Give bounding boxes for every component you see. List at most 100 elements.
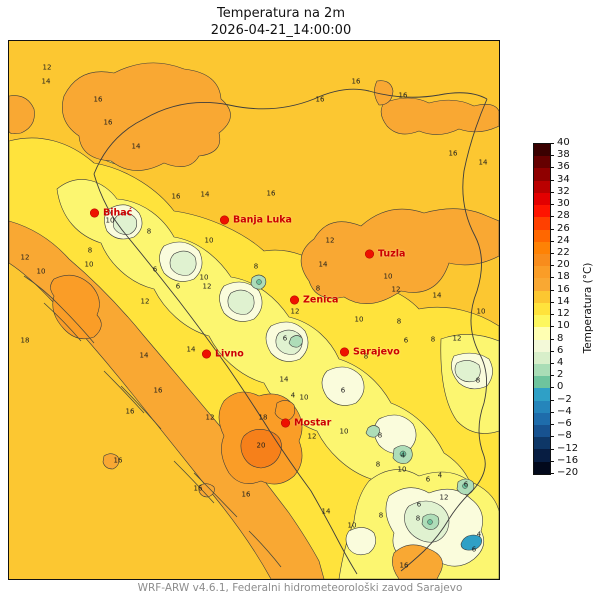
- colorbar-tick-mark: [550, 424, 554, 426]
- colorbar-segment: [534, 376, 550, 389]
- colorbar-tick-mark: [550, 387, 554, 389]
- colorbar-tick-label: 24: [557, 234, 570, 246]
- colorbar-tick-mark: [550, 375, 554, 377]
- colorbar: [533, 143, 551, 475]
- city-label: Mostar: [294, 417, 332, 429]
- colorbar-tick-mark: [550, 253, 554, 254]
- colorbar-segment: [534, 180, 550, 193]
- colorbar-tick-mark: [550, 363, 554, 364]
- colorbar-segment: [534, 253, 550, 267]
- colorbar-tick-mark: [550, 460, 554, 462]
- country-borders: [93, 88, 488, 575]
- city-dot: [281, 418, 290, 428]
- colorbar-segment: [534, 461, 550, 474]
- colorbar-segment: [534, 156, 550, 169]
- colorbar-tick-mark: [550, 191, 554, 193]
- colorbar-segment: [534, 315, 550, 328]
- colorbar-segment: [534, 192, 550, 206]
- city-marker-banja-luka: Banja Luka: [220, 215, 292, 226]
- city-dot: [220, 215, 229, 225]
- colorbar-tick-label: 6: [557, 344, 564, 356]
- city-dot: [365, 249, 374, 259]
- colorbar-tick-label: 18: [557, 271, 570, 283]
- colorbar-tick-mark: [550, 399, 554, 401]
- city-label: Tuzla: [378, 248, 406, 260]
- colorbar-tick-mark: [550, 436, 554, 438]
- title-line1: Temperatura na 2m: [216, 6, 345, 21]
- colorbar-tick-mark: [550, 301, 554, 303]
- contour-map-canvas: [9, 41, 499, 579]
- temperature-map: 12 14 16 16 14 16 16 16 16 14 16 14 16 10 8 10 8 10 6 10 6 12…: [8, 40, 500, 580]
- colorbar-tick-mark: [550, 265, 554, 267]
- colorbar-tick-label: −8: [557, 430, 572, 442]
- colorbar-tick-mark: [550, 350, 554, 352]
- colorbar-title: Temperatura (°C): [582, 262, 594, 354]
- colorbar-segment: [534, 302, 550, 316]
- colorbar-segment: [534, 144, 550, 157]
- colorbar-tick-mark: [550, 289, 554, 291]
- colorbar-segment: [534, 278, 550, 291]
- city-dot: [340, 347, 349, 357]
- colorbar-tick-label: 4: [557, 356, 564, 368]
- city-marker-tuzla: Tuzla: [365, 249, 405, 260]
- colorbar-tick-mark: [550, 143, 554, 144]
- colorbar-tick-mark: [550, 155, 554, 157]
- colorbar-tick-label: 0: [557, 381, 564, 393]
- colorbar-tick-mark: [550, 167, 554, 169]
- colorbar-tick-mark: [550, 326, 554, 328]
- colorbar-segment: [534, 425, 550, 438]
- colorbar-tick-label: 26: [557, 222, 570, 234]
- city-marker-mostar: Mostar: [281, 418, 331, 429]
- colorbar-segment: [534, 412, 550, 426]
- colorbar-tick-mark: [550, 240, 554, 242]
- colorbar-tick-label: −12: [557, 442, 579, 454]
- figure-title: Temperatura na 2m 2026-04-21_14:00:00: [0, 6, 562, 40]
- colorbar-segment: [534, 229, 550, 242]
- colorbar-segment: [534, 290, 550, 303]
- colorbar-tick-mark: [550, 204, 554, 206]
- colorbar-tick-mark: [550, 473, 554, 474]
- colorbar-segment: [534, 241, 550, 254]
- colorbar-tick-mark: [550, 179, 554, 181]
- colorbar-tick-mark: [550, 228, 554, 230]
- colorbar-tick-label: −6: [557, 417, 572, 429]
- colorbar-segment: [534, 168, 550, 181]
- colorbar-segment: [534, 266, 550, 279]
- region-0-2-spot: [460, 534, 482, 551]
- coastline-islands: [23, 275, 282, 568]
- city-dot: [90, 208, 99, 218]
- colorbar-tick-label: 40: [557, 136, 570, 148]
- footer-credit: WRF-ARW v4.6.1, Federalni hidrometeorolo…: [137, 582, 463, 594]
- city-marker-livno: Livno: [202, 349, 244, 360]
- colorbar-segment: [534, 351, 550, 364]
- colorbar-tick-label: −20: [557, 466, 579, 478]
- colorbar-tick-mark: [550, 338, 554, 340]
- colorbar-tick-label: 32: [557, 185, 570, 197]
- colorbar-tick-mark: [550, 411, 554, 413]
- colorbar-segment: [534, 217, 550, 230]
- colorbar-tick-label: −2: [557, 393, 572, 405]
- city-dot: [290, 295, 299, 305]
- city-dot: [202, 349, 211, 359]
- city-marker-zenica: Zenica: [290, 295, 338, 306]
- colorbar-tick-mark: [550, 277, 554, 279]
- colorbar-tick-label: 22: [557, 246, 570, 258]
- colorbar-tick-label: 2: [557, 369, 564, 381]
- colorbar-segment: [534, 437, 550, 450]
- colorbar-tick-label: −16: [557, 454, 579, 466]
- regions-6-8: [113, 212, 481, 543]
- colorbar-tick-label: 28: [557, 210, 570, 222]
- colorbar-tick-mark: [550, 216, 554, 218]
- city-label: Livno: [215, 348, 244, 360]
- region-20-22-core: [240, 429, 282, 469]
- colorbar-segment: [534, 363, 550, 377]
- regions-18-20: [50, 274, 303, 485]
- colorbar-tick-mark: [550, 448, 554, 450]
- title-line2: 2026-04-21_14:00:00: [210, 22, 352, 38]
- colorbar-segment: [534, 327, 550, 340]
- colorbar-tick-label: −4: [557, 405, 572, 417]
- city-label: Banja Luka: [233, 214, 292, 226]
- colorbar-segment: [534, 400, 550, 413]
- colorbar-tick-label: 20: [557, 259, 570, 271]
- city-marker-sarajevo: Sarajevo: [340, 347, 400, 358]
